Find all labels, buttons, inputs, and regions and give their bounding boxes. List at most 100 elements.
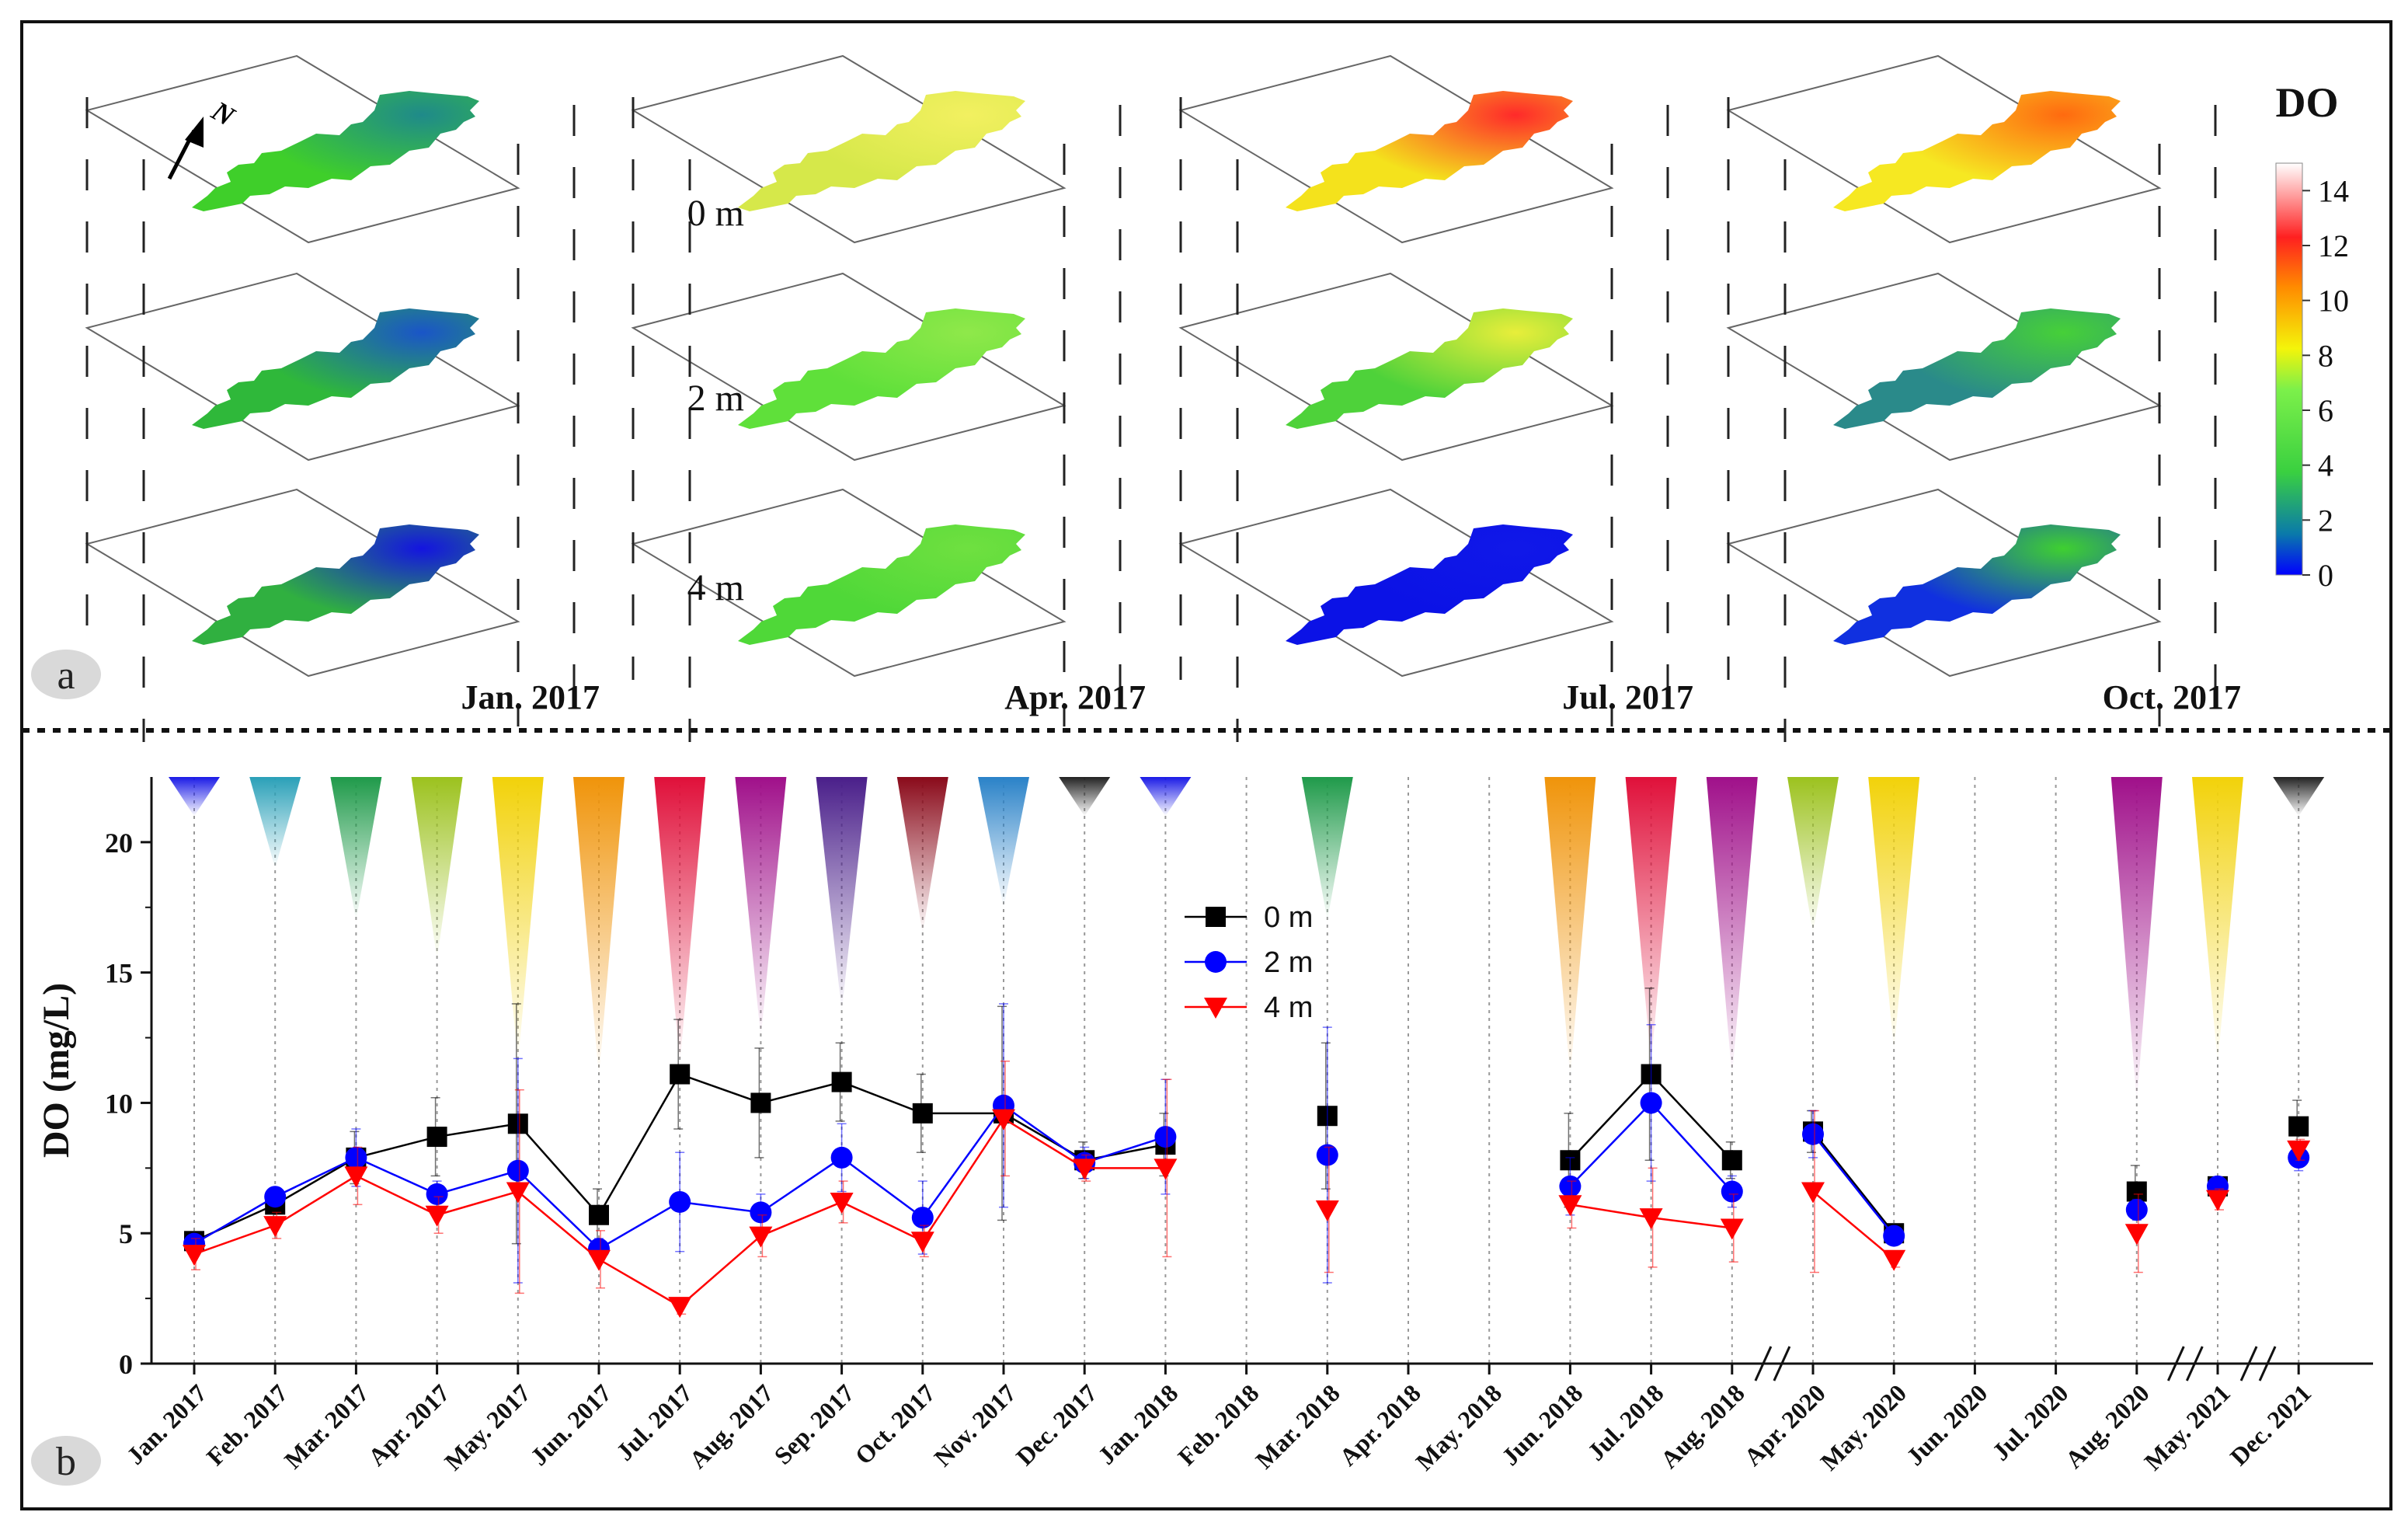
indicator-cone [249,777,301,869]
depth-label: 2 m [687,378,744,419]
data-point-4m [910,1232,934,1253]
month-label: Apr. 2017 [1004,678,1146,716]
data-point-4m [1720,1218,1744,1240]
indicator-cone [573,777,625,1077]
data-point-2m [669,1190,691,1213]
depth-layer-map [85,488,520,678]
x-tick-label: Oct. 2017 [850,1378,941,1469]
data-point-0m [589,1204,609,1225]
data-point-2m [2125,1199,2148,1221]
indicator-cone [1625,777,1677,1064]
data-point-2m [426,1183,448,1205]
depth-label: 4 m [687,567,744,608]
x-tick-label: Aug. 2020 [2059,1378,2154,1473]
series-line [1812,1190,1895,1260]
depth-layer-map [631,54,1067,244]
depth-label: 0 m [687,193,744,234]
axis-break [2185,1346,2204,1381]
legend-item: 4 m [1185,991,1313,1024]
depth-layer-map [1178,488,1614,678]
svg-text:b: b [56,1440,76,1484]
data-point-0m [831,1071,852,1092]
axis-break [2258,1346,2277,1381]
data-point-2m [911,1207,934,1229]
x-tick-label: Jan. 2018 [1092,1378,1183,1469]
data-point-2m [345,1146,367,1169]
data-point-0m [670,1064,691,1085]
data-point-0m [912,1103,933,1124]
data-point-4m [992,1109,1015,1131]
indicator-cone [896,777,948,934]
axis-break [1754,1346,1773,1381]
x-tick-label: May. 2017 [439,1378,536,1475]
data-point-0m [1206,907,1226,927]
depth-layer-map [85,54,520,244]
data-point-4m [1882,1249,1906,1271]
data-point-2m [1721,1180,1743,1203]
indicator-cone [1059,777,1111,817]
x-tick-label: Mar. 2018 [1250,1378,1345,1474]
data-point-4m [344,1166,368,1188]
x-tick-label: May. 2020 [1815,1378,1912,1475]
x-tick-label: Aug. 2018 [1655,1378,1749,1473]
lake-do-surface [1833,524,2121,645]
data-point-4m [830,1192,854,1214]
lake-do-surface [192,308,479,429]
x-tick-label: Jan. 2017 [121,1378,212,1469]
y-tick-label: 15 [105,958,133,989]
data-point-4m [2287,1140,2311,1162]
depth-layer-map [1726,54,2162,244]
colorbar-tick-label: 8 [2318,338,2333,373]
data-point-2m [506,1159,529,1182]
colorbar-tick-label: 14 [2318,173,2349,208]
indicator-cone [1301,777,1353,921]
x-tick-label: Jun. 2017 [524,1378,617,1471]
colorbar-tick-label: 4 [2318,448,2333,483]
data-point-4m [668,1297,692,1319]
colorbar [2275,162,2303,576]
indicator-cone [1706,777,1758,1077]
figure-border [20,20,2392,1510]
data-point-0m [426,1127,447,1148]
data-point-2m [1316,1144,1338,1166]
data-point-4m [1639,1208,1663,1230]
data-point-2m [1559,1175,1582,1197]
svg-text:a: a [57,653,75,698]
legend-label: 2 m [1264,946,1313,979]
colorbar-tick-label: 2 [2318,503,2333,538]
data-point-4m [749,1226,773,1248]
data-point-0m [750,1092,771,1113]
colorbar-tick-label: 0 [2318,558,2333,593]
data-point-4m [2206,1190,2229,1211]
lake-do-surface [192,524,479,645]
x-tick-label: Feb. 2018 [1172,1378,1264,1470]
data-point-2m [1154,1126,1177,1148]
depth-layer-map [1726,272,2162,462]
colorbar-tick-label: 12 [2318,228,2349,263]
data-point-4m [1073,1158,1097,1180]
month-label: Oct. 2017 [2103,678,2241,716]
data-point-4m [506,1182,530,1204]
legend-label: 0 m [1264,901,1313,934]
indicator-cone [978,777,1029,908]
lake-do-surface [738,308,1025,429]
lake-do-surface [1833,91,2121,211]
colorbar-title: DO [2276,79,2339,126]
data-point-4m [263,1216,287,1238]
data-point-4m [1558,1195,1582,1217]
depth-layer-map [1178,54,1614,244]
data-point-0m [2126,1181,2147,1202]
depth-layer-map [631,272,1067,462]
indicator-cone [2192,777,2243,1064]
data-point-2m [1640,1092,1662,1114]
x-tick-label: Aug. 2017 [684,1378,778,1473]
x-tick-label: Dec. 2017 [1011,1378,1102,1470]
data-point-2m [830,1146,853,1169]
data-point-2m [750,1201,772,1224]
y-tick-label: 5 [119,1218,133,1249]
data-point-4m [587,1249,611,1271]
depth-layer-map [631,488,1067,678]
series-line [1812,1133,1895,1237]
